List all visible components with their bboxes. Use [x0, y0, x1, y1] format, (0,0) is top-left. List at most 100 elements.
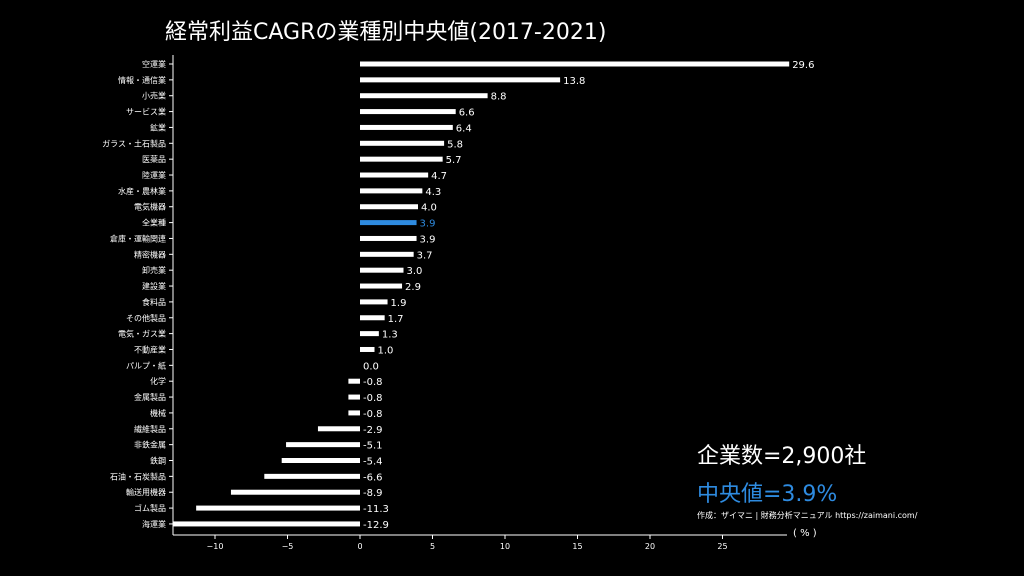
bar — [281, 458, 360, 463]
category-label: 情報・通信業 — [118, 75, 166, 85]
value-label: 4.7 — [431, 171, 447, 182]
bar — [360, 299, 388, 305]
value-label: 4.0 — [421, 203, 437, 214]
value-label: 1.0 — [378, 345, 394, 356]
value-label: 6.4 — [456, 123, 472, 134]
value-label: 1.7 — [388, 314, 404, 325]
category-label: 石油・石炭製品 — [110, 471, 166, 481]
category-label: 繊維製品 — [134, 424, 166, 434]
value-label: -0.8 — [363, 393, 383, 404]
bar — [230, 489, 360, 495]
category-label: 医薬品 — [142, 154, 166, 164]
bar — [360, 220, 417, 226]
category-label: 非鉄金属 — [134, 440, 166, 450]
bar — [264, 473, 360, 479]
value-label: 4.3 — [425, 187, 441, 198]
category-label: 電気・ガス業 — [118, 329, 166, 339]
category-label: ゴム製品 — [134, 503, 166, 513]
value-label: 6.6 — [459, 108, 475, 119]
company-count-label: 企業数=2,900社 — [697, 444, 867, 469]
category-label: 機械 — [150, 408, 166, 418]
value-label: -2.9 — [363, 425, 383, 436]
value-label: 29.6 — [792, 60, 814, 71]
value-label: 5.7 — [446, 155, 462, 166]
category-label: 不動産業 — [134, 344, 166, 354]
category-label: 食料品 — [142, 297, 166, 307]
x-tick-label: 10 — [500, 542, 510, 551]
bar — [360, 315, 385, 321]
bar — [172, 521, 360, 527]
value-label: 1.9 — [391, 298, 407, 309]
bar — [360, 283, 403, 289]
bar — [360, 204, 418, 210]
value-label: -11.3 — [363, 504, 389, 515]
value-label: 13.8 — [563, 76, 585, 87]
value-label: -12.9 — [363, 520, 389, 531]
bar — [360, 140, 445, 146]
bar — [360, 331, 379, 337]
x-tick-label: −5 — [282, 542, 294, 551]
credit-text: 作成：ザイマニ | 財務分析マニュアル https://zaimani.com/ — [697, 511, 918, 520]
category-label: 精密機器 — [134, 249, 166, 259]
bar — [286, 442, 360, 448]
category-label: 小売業 — [142, 91, 166, 101]
bar — [360, 93, 488, 99]
category-label: 海運業 — [142, 519, 166, 529]
value-label: 5.8 — [447, 139, 463, 150]
value-label: 3.9 — [420, 219, 436, 230]
bar — [360, 188, 423, 194]
category-label: ガラス・土石製品 — [102, 138, 166, 148]
x-tick-label: 15 — [572, 542, 582, 551]
bar — [360, 172, 429, 178]
bar — [360, 124, 453, 130]
category-label: 化学 — [150, 376, 166, 386]
median-label: 中央値=3.9% — [697, 482, 838, 507]
bar — [317, 426, 360, 432]
value-label: -0.8 — [363, 409, 383, 420]
category-label: 空運業 — [142, 59, 166, 69]
category-label: 水産・農林業 — [118, 186, 166, 196]
bar — [348, 378, 360, 384]
bar — [360, 267, 404, 273]
category-label: 卸売業 — [142, 265, 166, 275]
category-label: 建設業 — [142, 281, 166, 291]
value-label: 3.9 — [420, 234, 436, 245]
value-label: -6.6 — [363, 472, 383, 483]
x-tick-label: 25 — [717, 542, 727, 551]
bar — [360, 109, 456, 115]
value-label: 3.7 — [417, 250, 433, 261]
category-label: 倉庫・運輸関連 — [110, 233, 166, 243]
bar — [360, 235, 417, 241]
bar — [360, 61, 790, 67]
bar — [360, 346, 375, 352]
x-tick-label: 0 — [357, 542, 362, 551]
category-label: 鉱業 — [150, 122, 166, 132]
bar — [348, 410, 360, 416]
bar — [196, 505, 360, 511]
bar — [360, 77, 561, 83]
category-label: サービス業 — [126, 107, 166, 117]
value-label: 0.0 — [363, 361, 379, 372]
category-label: その他製品 — [126, 313, 166, 323]
category-label: 全業種 — [142, 218, 166, 228]
bar — [360, 251, 414, 257]
category-label: 電気機器 — [134, 202, 166, 212]
chart-title: 経常利益CAGRの業種別中央値(2017-2021) — [165, 20, 607, 45]
value-label: -0.8 — [363, 377, 383, 388]
bar — [348, 394, 360, 400]
category-label: パルプ・紙 — [126, 360, 166, 370]
value-label: 1.3 — [382, 330, 398, 341]
value-label: 8.8 — [491, 92, 507, 103]
value-label: 2.9 — [405, 282, 421, 293]
value-label: 3.0 — [407, 266, 423, 277]
category-label: 輸送用機器 — [126, 487, 166, 497]
x-tick-label: −10 — [207, 542, 224, 551]
value-label: -5.1 — [363, 441, 383, 452]
x-axis-unit-label: ( % ) — [793, 528, 817, 539]
value-label: -5.4 — [363, 457, 383, 468]
category-label: 鉄鋼 — [150, 456, 166, 466]
x-tick-label: 20 — [645, 542, 655, 551]
value-label: -8.9 — [363, 488, 383, 499]
x-tick-label: 5 — [430, 542, 435, 551]
